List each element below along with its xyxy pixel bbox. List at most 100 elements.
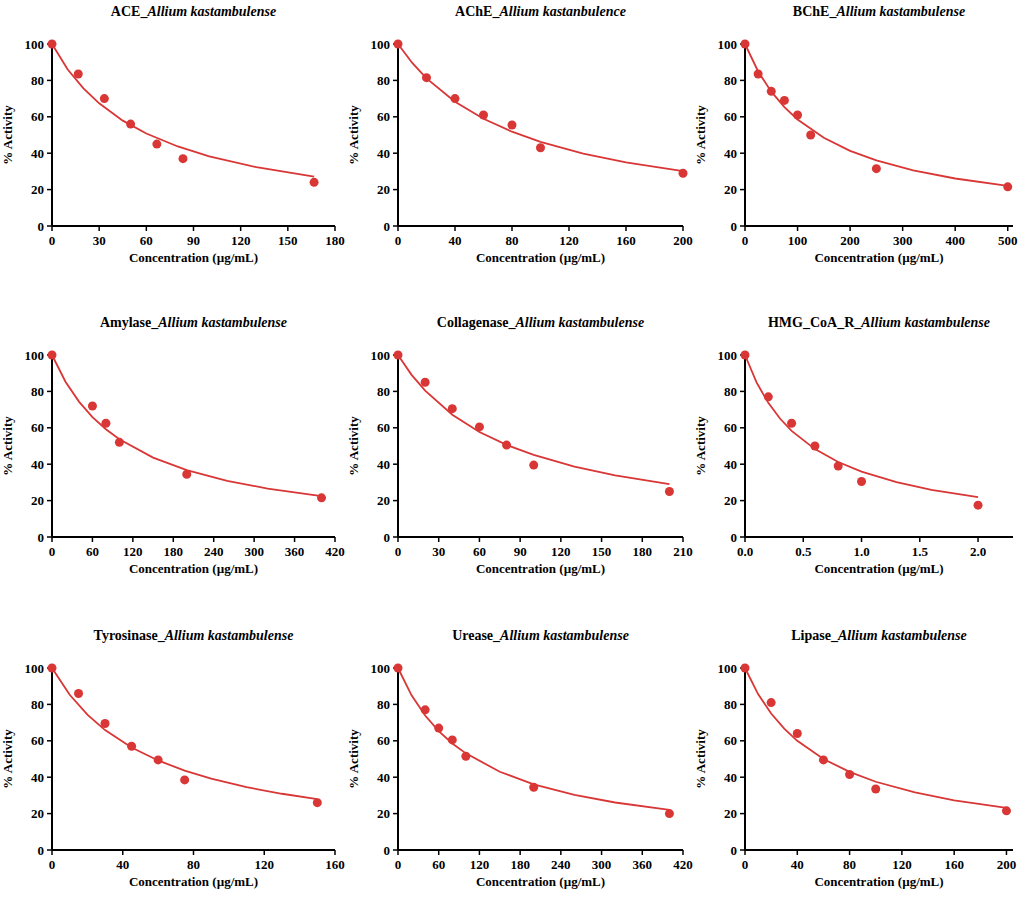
x-tick xyxy=(294,537,296,542)
title-part: Amylase_ xyxy=(100,315,159,330)
y-tick-label: 20 xyxy=(724,182,737,197)
x-tick-label: 0 xyxy=(742,857,749,872)
x-axis xyxy=(398,849,683,851)
y-tick-label: 100 xyxy=(371,661,391,676)
x-tick xyxy=(744,850,746,855)
fit-line xyxy=(398,668,669,810)
x-tick xyxy=(334,226,336,231)
y-tick-label: 60 xyxy=(31,420,44,435)
x-tick xyxy=(438,850,440,855)
y-tick xyxy=(740,776,745,778)
y-tick-label: 0 xyxy=(731,530,738,545)
x-tick-label: 0 xyxy=(395,857,402,872)
x-tick xyxy=(601,850,603,855)
panel: HMG_CoA_R_Allium kastambulense0204060801… xyxy=(693,315,1013,576)
x-tick xyxy=(1007,226,1009,231)
panel: Amylase_Allium kastambulense020406080100… xyxy=(0,315,345,576)
x-tick xyxy=(132,537,134,542)
x-tick-label: 180 xyxy=(325,233,345,248)
y-axis xyxy=(397,44,399,226)
x-tick xyxy=(334,850,336,855)
plot-area xyxy=(741,40,1013,192)
chart-title: HMG_CoA_R_Allium kastambulense xyxy=(768,315,990,330)
x-tick xyxy=(560,850,562,855)
y-tick xyxy=(740,116,745,118)
y-tick xyxy=(47,116,52,118)
y-tick xyxy=(740,80,745,82)
x-tick xyxy=(625,226,627,231)
x-axis-label: Concentration (µg/mL) xyxy=(814,250,943,265)
x-tick xyxy=(519,537,521,542)
x-tick xyxy=(173,537,175,542)
y-tick xyxy=(740,152,745,154)
y-axis-label: % Activity xyxy=(346,416,361,476)
title-part: Allium kastambulense xyxy=(146,4,276,19)
x-axis-label: Concentration (µg/mL) xyxy=(814,874,943,889)
panel: Tyrosinase_Allium kastambulense020406080… xyxy=(0,628,345,889)
x-tick-label: 0 xyxy=(49,233,56,248)
x-axis-label: Concentration (µg/mL) xyxy=(129,561,258,576)
x-tick xyxy=(902,226,904,231)
x-tick xyxy=(954,226,956,231)
x-tick-label: 420 xyxy=(673,857,693,872)
data-point xyxy=(421,378,430,387)
data-point xyxy=(974,501,983,510)
x-tick-label: 360 xyxy=(285,544,305,559)
plot-area xyxy=(741,351,983,510)
y-tick-label: 60 xyxy=(724,109,737,124)
y-tick-label: 40 xyxy=(724,770,737,785)
y-axis xyxy=(744,44,746,226)
x-tick xyxy=(51,226,53,231)
y-tick-label: 60 xyxy=(377,420,390,435)
title-part: Allium kastambulense xyxy=(514,315,644,330)
plot-area xyxy=(48,40,319,187)
x-tick xyxy=(682,537,684,542)
data-point xyxy=(100,94,109,103)
x-tick xyxy=(334,537,336,542)
x-axis xyxy=(745,225,1013,227)
data-point xyxy=(536,143,545,152)
chart-title: Lipase_Allium kastambulense xyxy=(791,628,966,643)
data-point xyxy=(871,785,880,794)
y-tick-label: 20 xyxy=(724,493,737,508)
plot-area xyxy=(48,664,322,808)
x-tick-label: 60 xyxy=(473,544,486,559)
y-axis xyxy=(51,44,53,226)
title-part: Allium kastambulense xyxy=(837,628,967,643)
y-tick-label: 20 xyxy=(377,182,390,197)
data-point xyxy=(793,110,802,119)
x-axis-label: Concentration (µg/mL) xyxy=(476,874,605,889)
y-tick-label: 40 xyxy=(31,457,44,472)
y-tick-label: 80 xyxy=(724,384,737,399)
fit-line xyxy=(745,668,1006,808)
chart-title: Collagenase_Allium kastambulense xyxy=(437,315,644,330)
x-tick-label: 360 xyxy=(633,857,653,872)
y-tick xyxy=(393,776,398,778)
plot-area xyxy=(394,40,688,178)
y-tick xyxy=(47,463,52,465)
title-part: AChE_ xyxy=(455,4,500,19)
y-tick xyxy=(47,740,52,742)
title-part: Collagenase_ xyxy=(437,315,517,330)
x-tick-label: 120 xyxy=(470,857,490,872)
panel: Urease_Allium kastambulense0204060801000… xyxy=(346,628,693,889)
title-part: BChE_ xyxy=(793,4,838,19)
x-tick-label: 0.0 xyxy=(737,544,753,559)
y-tick xyxy=(740,813,745,815)
y-axis-label: % Activity xyxy=(693,105,708,165)
title-part: Allium kastambulense xyxy=(164,628,294,643)
y-tick-label: 80 xyxy=(377,697,390,712)
chart-title: ACE_Allium kastambulense xyxy=(111,4,276,19)
x-axis xyxy=(398,536,683,538)
y-tick-label: 40 xyxy=(377,146,390,161)
x-tick-label: 160 xyxy=(944,857,964,872)
x-tick-label: 120 xyxy=(892,857,912,872)
x-tick xyxy=(901,850,903,855)
y-tick-label: 80 xyxy=(31,73,44,88)
title-part: HMG_CoA_R_ xyxy=(768,315,862,330)
x-tick xyxy=(253,537,255,542)
title-part: Allium kastambulense xyxy=(860,315,990,330)
data-point xyxy=(529,461,538,470)
panel: ACE_Allium kastambulense0204060801000306… xyxy=(0,4,345,265)
x-tick-label: 40 xyxy=(791,857,804,872)
